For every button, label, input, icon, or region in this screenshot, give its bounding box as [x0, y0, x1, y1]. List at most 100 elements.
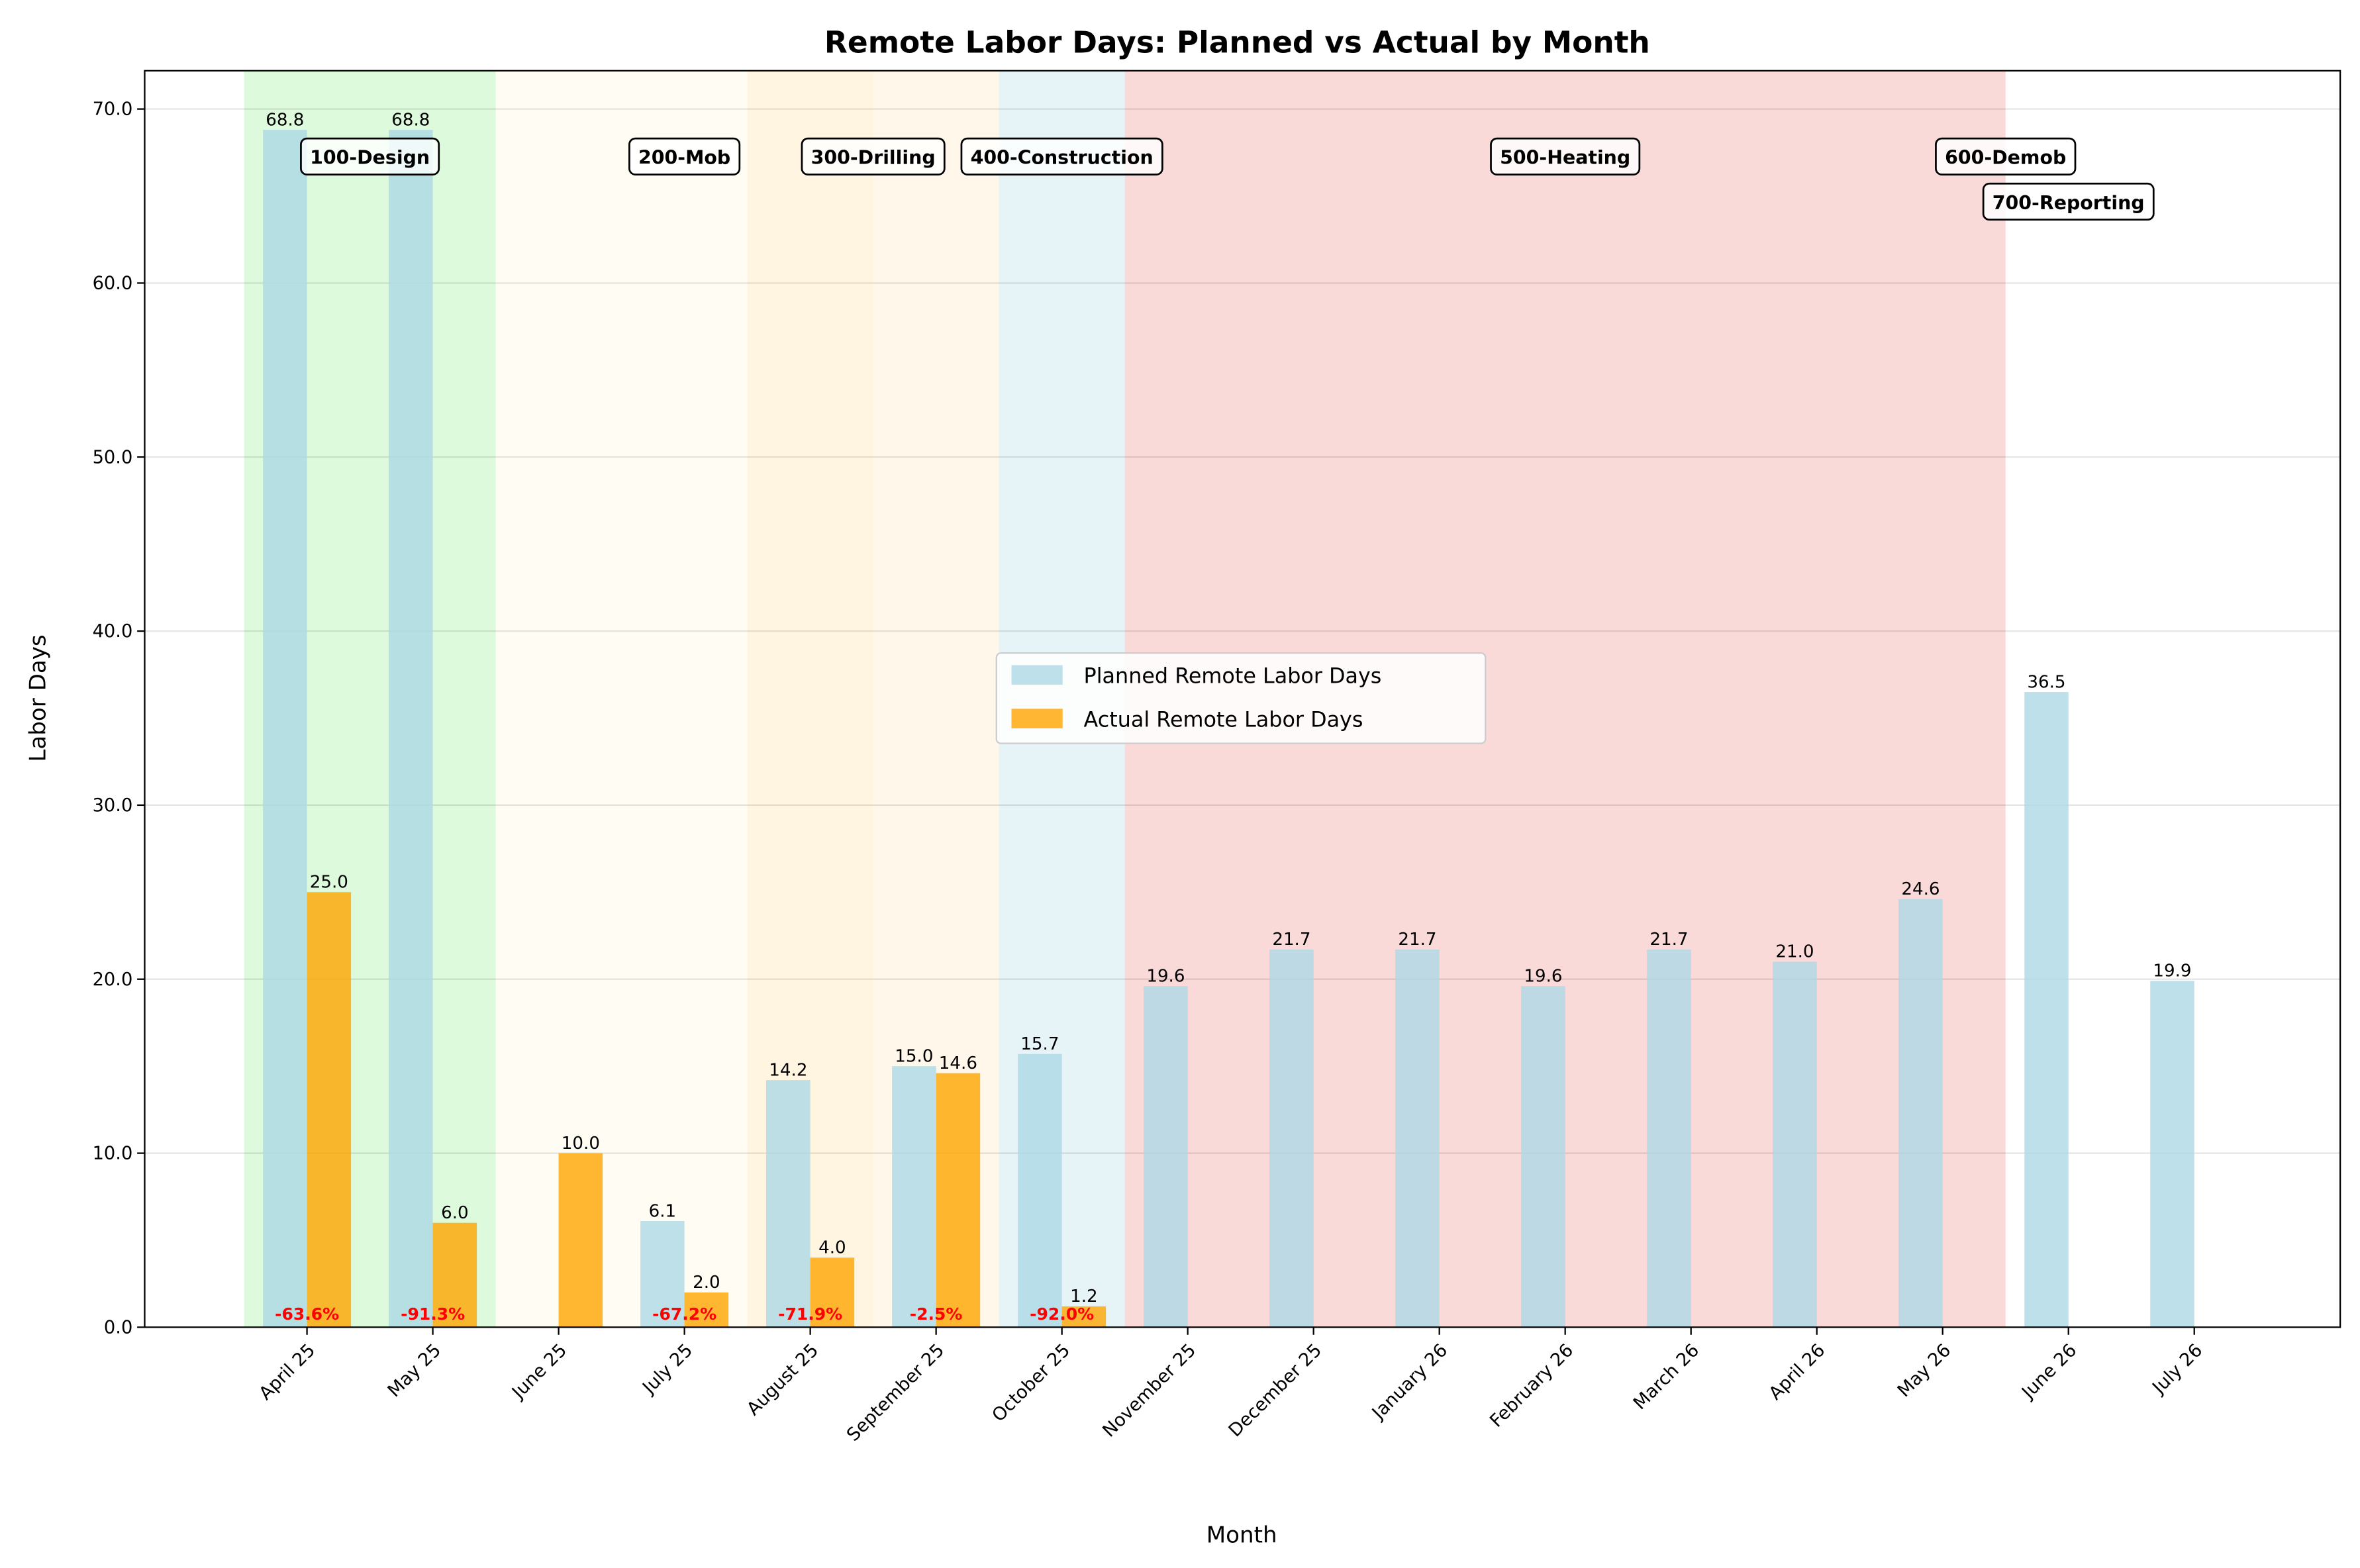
planned-bar — [2024, 692, 2069, 1328]
planned-bar — [640, 1221, 685, 1328]
phase-label: 600-Demob — [1935, 137, 2077, 175]
planned-bar — [1647, 950, 1691, 1328]
y-axis-label: Labor Days — [25, 634, 51, 761]
planned-value-label: 68.8 — [391, 110, 430, 130]
phase-label-text: 500-Heating — [1500, 147, 1630, 169]
phase-label-box — [960, 137, 1163, 175]
x-tick-label: April 25 — [256, 1340, 320, 1404]
planned-value-label: 19.6 — [1146, 966, 1185, 986]
actual-bar — [936, 1073, 981, 1328]
planned-bar — [1144, 986, 1188, 1328]
y-tick-label: 70.0 — [93, 99, 133, 120]
actual-value-label: 1.2 — [1070, 1287, 1098, 1306]
planned-value-label: 15.0 — [895, 1046, 933, 1066]
phase-label-box — [1490, 137, 1641, 175]
phase-label-text: 200-Mob — [638, 147, 730, 169]
x-tick-label: August 25 — [743, 1340, 822, 1420]
actual-value-label: 25.0 — [310, 873, 348, 893]
x-tick-label: March 26 — [1630, 1340, 1703, 1414]
legend-swatch-planned — [1011, 665, 1063, 685]
planned-bar — [766, 1080, 811, 1328]
planned-value-label: 6.1 — [649, 1201, 677, 1221]
actual-value-label: 14.6 — [939, 1054, 977, 1073]
phase-label: 500-Heating — [1490, 137, 1641, 175]
planned-value-label: 14.2 — [769, 1060, 807, 1080]
legend-label-planned: Planned Remote Labor Days — [1084, 663, 1382, 689]
x-tick-label: October 25 — [988, 1340, 1074, 1426]
variance-label: -71.9% — [778, 1304, 842, 1324]
planned-bar — [263, 130, 307, 1328]
legend: Planned Remote Labor Days Actual Remote … — [995, 652, 1487, 744]
phase-label-box — [628, 137, 741, 175]
planned-bar — [1395, 950, 1440, 1328]
y-tick-label: 60.0 — [93, 273, 133, 294]
chart-title: Remote Labor Days: Planned vs Actual by … — [824, 25, 1650, 60]
legend-swatch-actual — [1011, 709, 1063, 728]
x-tick-label: November 25 — [1099, 1340, 1200, 1442]
phase-label-text: 100-Design — [310, 147, 430, 169]
planned-value-label: 15.7 — [1020, 1034, 1059, 1054]
plot-frame — [144, 70, 2341, 1328]
x-tick-label: April 26 — [1765, 1340, 1830, 1404]
planned-value-label: 21.7 — [1272, 930, 1310, 950]
actual-bar — [1061, 1306, 1106, 1328]
phase-label: 200-Mob — [628, 137, 741, 175]
planned-value-label: 21.7 — [1649, 930, 1688, 950]
y-tick-label: 20.0 — [93, 969, 133, 990]
x-tick-label: December 25 — [1225, 1340, 1326, 1442]
variance-label: -63.6% — [275, 1304, 339, 1324]
y-tick-label: 50.0 — [93, 447, 133, 467]
y-tick-label: 0.0 — [104, 1317, 132, 1338]
planned-bar — [1269, 950, 1314, 1328]
actual-value-label: 4.0 — [818, 1238, 846, 1257]
variance-label: -91.3% — [401, 1304, 465, 1324]
x-tick-label: September 25 — [843, 1340, 948, 1446]
planned-bar — [1898, 899, 1943, 1328]
planned-bar — [1773, 961, 1817, 1328]
actual-bar — [307, 892, 352, 1328]
y-tick-label: 30.0 — [93, 795, 133, 816]
actual-value-label: 2.0 — [693, 1273, 720, 1293]
phase-label-box — [801, 137, 946, 175]
planned-bar — [2150, 981, 2194, 1328]
x-tick-label: January 26 — [1367, 1340, 1451, 1424]
phase-label: 300-Drilling — [801, 137, 946, 175]
planned-value-label: 19.9 — [2153, 961, 2191, 981]
planned-bar — [389, 130, 433, 1328]
phase-label: 100-Design — [300, 137, 440, 175]
legend-label-actual: Actual Remote Labor Days — [1084, 707, 1363, 732]
phase-label-box — [1982, 182, 2155, 221]
x-tick-label: June 25 — [507, 1340, 571, 1404]
phase-label-text: 700-Reporting — [1992, 192, 2145, 214]
actual-bar — [810, 1257, 855, 1328]
planned-value-label: 36.5 — [2027, 672, 2065, 692]
planned-value-label: 21.7 — [1398, 930, 1436, 950]
actual-value-label: 10.0 — [562, 1134, 600, 1153]
actual-bar — [558, 1153, 603, 1328]
x-tick-label: July 26 — [2148, 1340, 2207, 1399]
y-tick-label: 40.0 — [93, 621, 133, 642]
x-axis-label: Month — [1206, 1522, 1277, 1548]
planned-bar — [1521, 986, 1565, 1328]
phase-label-box — [300, 137, 440, 175]
x-tick-label: June 26 — [2017, 1340, 2081, 1404]
variance-label: -92.0% — [1030, 1304, 1094, 1324]
planned-bar — [1018, 1054, 1062, 1328]
phase-label-box — [1935, 137, 2077, 175]
phase-label-text: 300-Drilling — [811, 147, 936, 169]
phase-label: 400-Construction — [960, 137, 1163, 175]
actual-bar — [684, 1292, 729, 1328]
planned-bar — [892, 1066, 936, 1328]
planned-value-label: 21.0 — [1775, 942, 1814, 962]
x-tick-label: July 25 — [638, 1340, 697, 1399]
variance-label: -2.5% — [910, 1304, 963, 1324]
y-tick-label: 10.0 — [93, 1144, 133, 1164]
phase-label-text: 600-Demob — [1945, 147, 2066, 169]
phase-label-text: 400-Construction — [971, 147, 1154, 169]
actual-value-label: 6.0 — [441, 1203, 469, 1223]
planned-value-label: 19.6 — [1524, 966, 1562, 986]
phase-label: 700-Reporting — [1982, 182, 2155, 221]
x-tick-label: February 26 — [1486, 1340, 1577, 1432]
x-tick-label: May 25 — [384, 1340, 445, 1401]
